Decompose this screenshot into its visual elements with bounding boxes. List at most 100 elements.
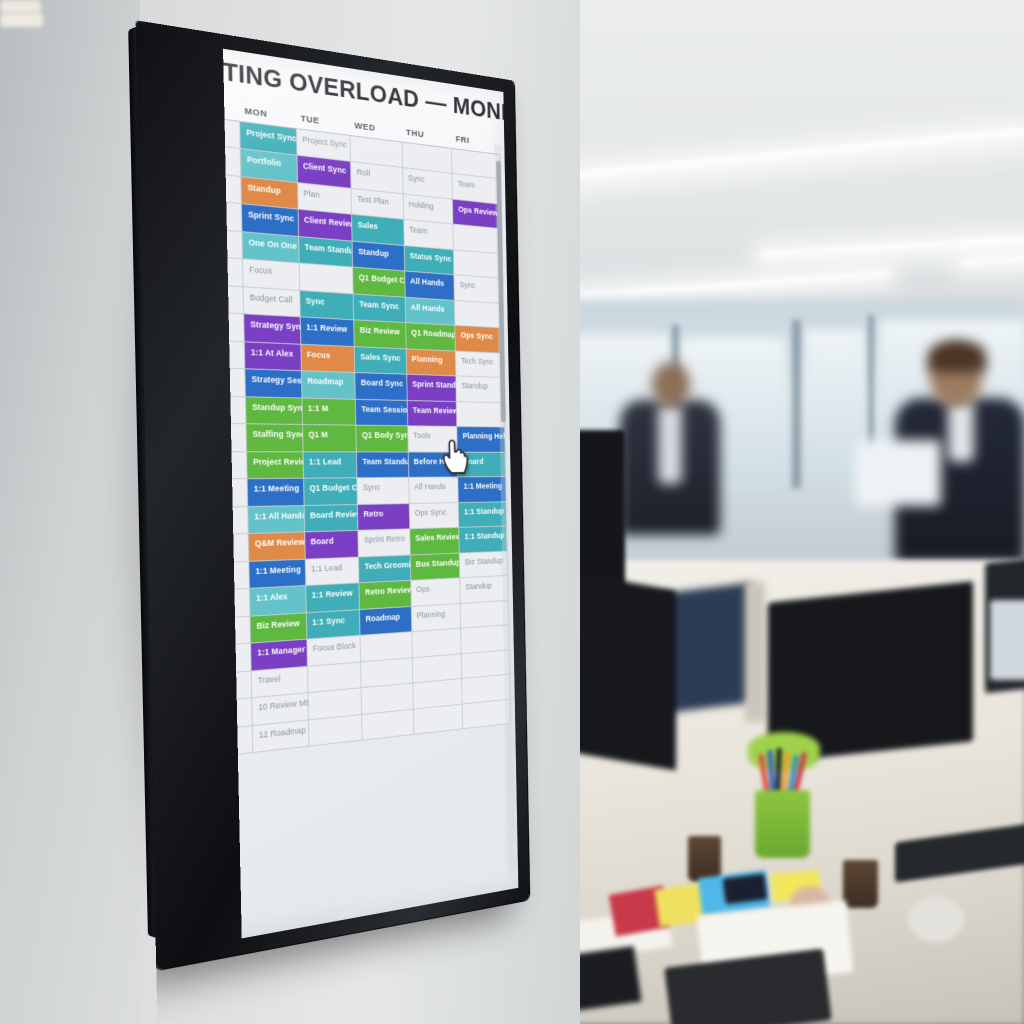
calendar-event-plain[interactable]: Planning	[416, 608, 446, 620]
calendar-event-block[interactable]: Strategy Sync	[244, 314, 301, 344]
calendar-event-plain[interactable]	[454, 225, 501, 253]
calendar-event-plain[interactable]: Budget Call	[249, 291, 293, 305]
calendar-cell[interactable]: Sync	[454, 274, 503, 304]
calendar-cell[interactable]: 1:1 Standup	[459, 525, 508, 553]
calendar-cell[interactable]: Q1 Budget Call	[303, 477, 358, 506]
calendar-cell[interactable]: 1:1 All Hands	[247, 505, 305, 534]
calendar-event-block[interactable]: 1:1 Review	[306, 583, 360, 612]
calendar-cell[interactable]: 1:1 At Alex	[244, 341, 302, 371]
calendar-event-block[interactable]: Sprint Sync	[241, 204, 298, 236]
calendar-cell[interactable]: 1:1 Sync	[306, 609, 361, 640]
calendar-event-plain[interactable]: All Hands	[414, 481, 446, 492]
calendar-cell[interactable]: Focus	[242, 258, 300, 290]
calendar-cell[interactable]: Q1 Budget Call	[352, 267, 406, 297]
calendar-cell[interactable]: Q&M Review	[248, 531, 305, 561]
calendar-event-block[interactable]: Biz Review	[250, 612, 307, 643]
calendar-event-plain[interactable]: Sprint Retro	[363, 533, 405, 545]
calendar-event-plain[interactable]	[361, 632, 412, 661]
calendar-cell[interactable]: Q1 M	[302, 424, 357, 452]
calendar-cell[interactable]: 1:1 Review	[305, 582, 360, 613]
calendar-cell[interactable]	[456, 401, 505, 428]
calendar-table[interactable]: 11 AM MON TUE WED THU FRI Project Sync Project…	[160, 88, 511, 762]
calendar-cell[interactable]: Focus	[300, 343, 355, 373]
calendar-event-block[interactable]: Board Sync	[355, 372, 407, 400]
calendar-cell[interactable]: Standup Sync	[245, 396, 303, 425]
calendar-event-block[interactable]: Team Session	[355, 399, 408, 426]
calendar-cell[interactable]: 12 Roadmap	[252, 719, 309, 753]
calendar-event-block[interactable]: Board Review	[304, 504, 358, 532]
calendar-cell[interactable]: Standup	[456, 375, 505, 403]
calendar-event-block[interactable]: Sales Review	[410, 527, 460, 555]
calendar-cell[interactable]: Status Sync	[404, 245, 455, 275]
calendar-event-plain[interactable]: Team	[409, 224, 428, 236]
calendar-cell[interactable]: 1:1 Lead	[304, 556, 360, 586]
calendar-cell[interactable]: Team Standup	[298, 236, 353, 268]
calendar-event-block[interactable]: Focus	[301, 344, 355, 373]
calendar-event-block[interactable]: 1:1 Review	[300, 317, 354, 346]
calendar-event-plain[interactable]: Standup	[461, 380, 488, 391]
calendar-event-block[interactable]: Q1 Roadmap	[406, 323, 456, 351]
calendar-event-plain[interactable]	[457, 402, 504, 427]
calendar-cell[interactable]: Team Standup	[356, 451, 409, 478]
calendar-cell[interactable]: Standup	[460, 575, 508, 603]
calendar-event-plain[interactable]	[412, 629, 461, 657]
calendar-event-plain[interactable]: Focus Block	[312, 640, 356, 654]
calendar-event-plain[interactable]	[362, 709, 413, 739]
calendar-event-block[interactable]: Sprint Standup	[407, 374, 457, 401]
calendar-event-plain[interactable]: 12 Roadmap	[258, 724, 306, 740]
calendar-cell[interactable]: 1:1 Standup	[458, 501, 507, 528]
calendar-event-block[interactable]: Team Sync	[353, 293, 406, 323]
calendar-event-block[interactable]: Retro	[358, 503, 410, 530]
calendar-cell[interactable]: Biz Review	[353, 319, 407, 349]
calendar-event-block[interactable]: Roadmap	[301, 371, 356, 399]
calendar-cell[interactable]	[361, 708, 414, 741]
calendar-cell[interactable]: Board	[304, 530, 359, 559]
calendar-cell[interactable]: 1:1 Meeting	[458, 476, 507, 503]
calendar-cell[interactable]: Sales Sync	[354, 346, 407, 375]
calendar-cell[interactable]: Biz Standup	[459, 550, 508, 578]
calendar-cell[interactable]: 1:1 Review	[300, 316, 355, 347]
calendar-event-block[interactable]: Tech Grooming	[359, 555, 411, 583]
calendar-cell[interactable]: Q1 Roadmap	[405, 322, 456, 351]
calendar-cell[interactable]	[453, 249, 502, 279]
calendar-event-plain[interactable]: Sync	[362, 482, 381, 492]
calendar-event-plain[interactable]: Sync	[459, 279, 476, 290]
calendar-cell[interactable]	[462, 698, 511, 729]
calendar-event-block[interactable]: Planning	[406, 348, 456, 376]
calendar-event-block[interactable]: Staffing Sync	[246, 424, 303, 451]
calendar-event-plain[interactable]: Ops	[416, 584, 430, 594]
calendar-event-block[interactable]: 1:1 Standup	[458, 501, 507, 527]
calendar-event-block[interactable]: Standup Sync	[246, 396, 302, 424]
calendar-event-block[interactable]: Q&M Review	[248, 532, 305, 561]
calendar-cell[interactable]: Retro Review	[359, 580, 412, 610]
calendar-event-plain[interactable]	[414, 704, 463, 734]
calendar-cell[interactable]: Sprint Retro	[358, 528, 411, 557]
calendar-event-block[interactable]: Sync	[299, 290, 354, 320]
calendar-event-block[interactable]: One On One	[242, 231, 299, 263]
calendar-cell[interactable]: One On One	[242, 231, 299, 263]
calendar-event-block[interactable]: Team Review	[407, 400, 457, 426]
calendar-event-plain[interactable]	[461, 625, 508, 653]
calendar-event-plain[interactable]: Tech Sync	[461, 355, 494, 366]
calendar-cell[interactable]: Sync	[299, 289, 354, 320]
calendar-cell[interactable]: Tech Grooming	[358, 554, 411, 583]
calendar-event-block[interactable]: Roadmap	[360, 606, 412, 635]
calendar-cell[interactable]: Project Review	[246, 451, 304, 479]
calendar-event-plain[interactable]: Ops Sync	[414, 507, 447, 517]
calendar-event-plain[interactable]	[463, 699, 510, 728]
calendar-event-block[interactable]: 1:1 All Hands	[248, 505, 304, 534]
calendar-cell[interactable]: 1:1 Lead	[302, 451, 358, 479]
calendar-cell[interactable]: Planning	[406, 348, 457, 376]
calendar-event-block[interactable]: 1:1 Standup	[459, 526, 507, 553]
calendar-cell[interactable]: 1:1 M	[301, 397, 357, 426]
calendar-event-block[interactable]: 1:1 Lead	[303, 451, 357, 478]
calendar-event-block[interactable]: Standup	[352, 241, 405, 271]
calendar-event-block[interactable]: 1:1 Meeting	[247, 478, 304, 506]
calendar-cell[interactable]: Q1 Body Sync	[356, 425, 409, 452]
calendar-event-block[interactable]: Biz Review	[354, 320, 406, 348]
calendar-cell[interactable]: Standup	[352, 240, 405, 271]
calendar-cell[interactable]: Strategy Sync	[243, 313, 301, 344]
calendar-cell[interactable]: Sync	[357, 477, 410, 505]
calendar-cell[interactable]: All Hands	[408, 476, 459, 504]
calendar-event-plain[interactable]: 1:1 Lead	[311, 562, 343, 574]
